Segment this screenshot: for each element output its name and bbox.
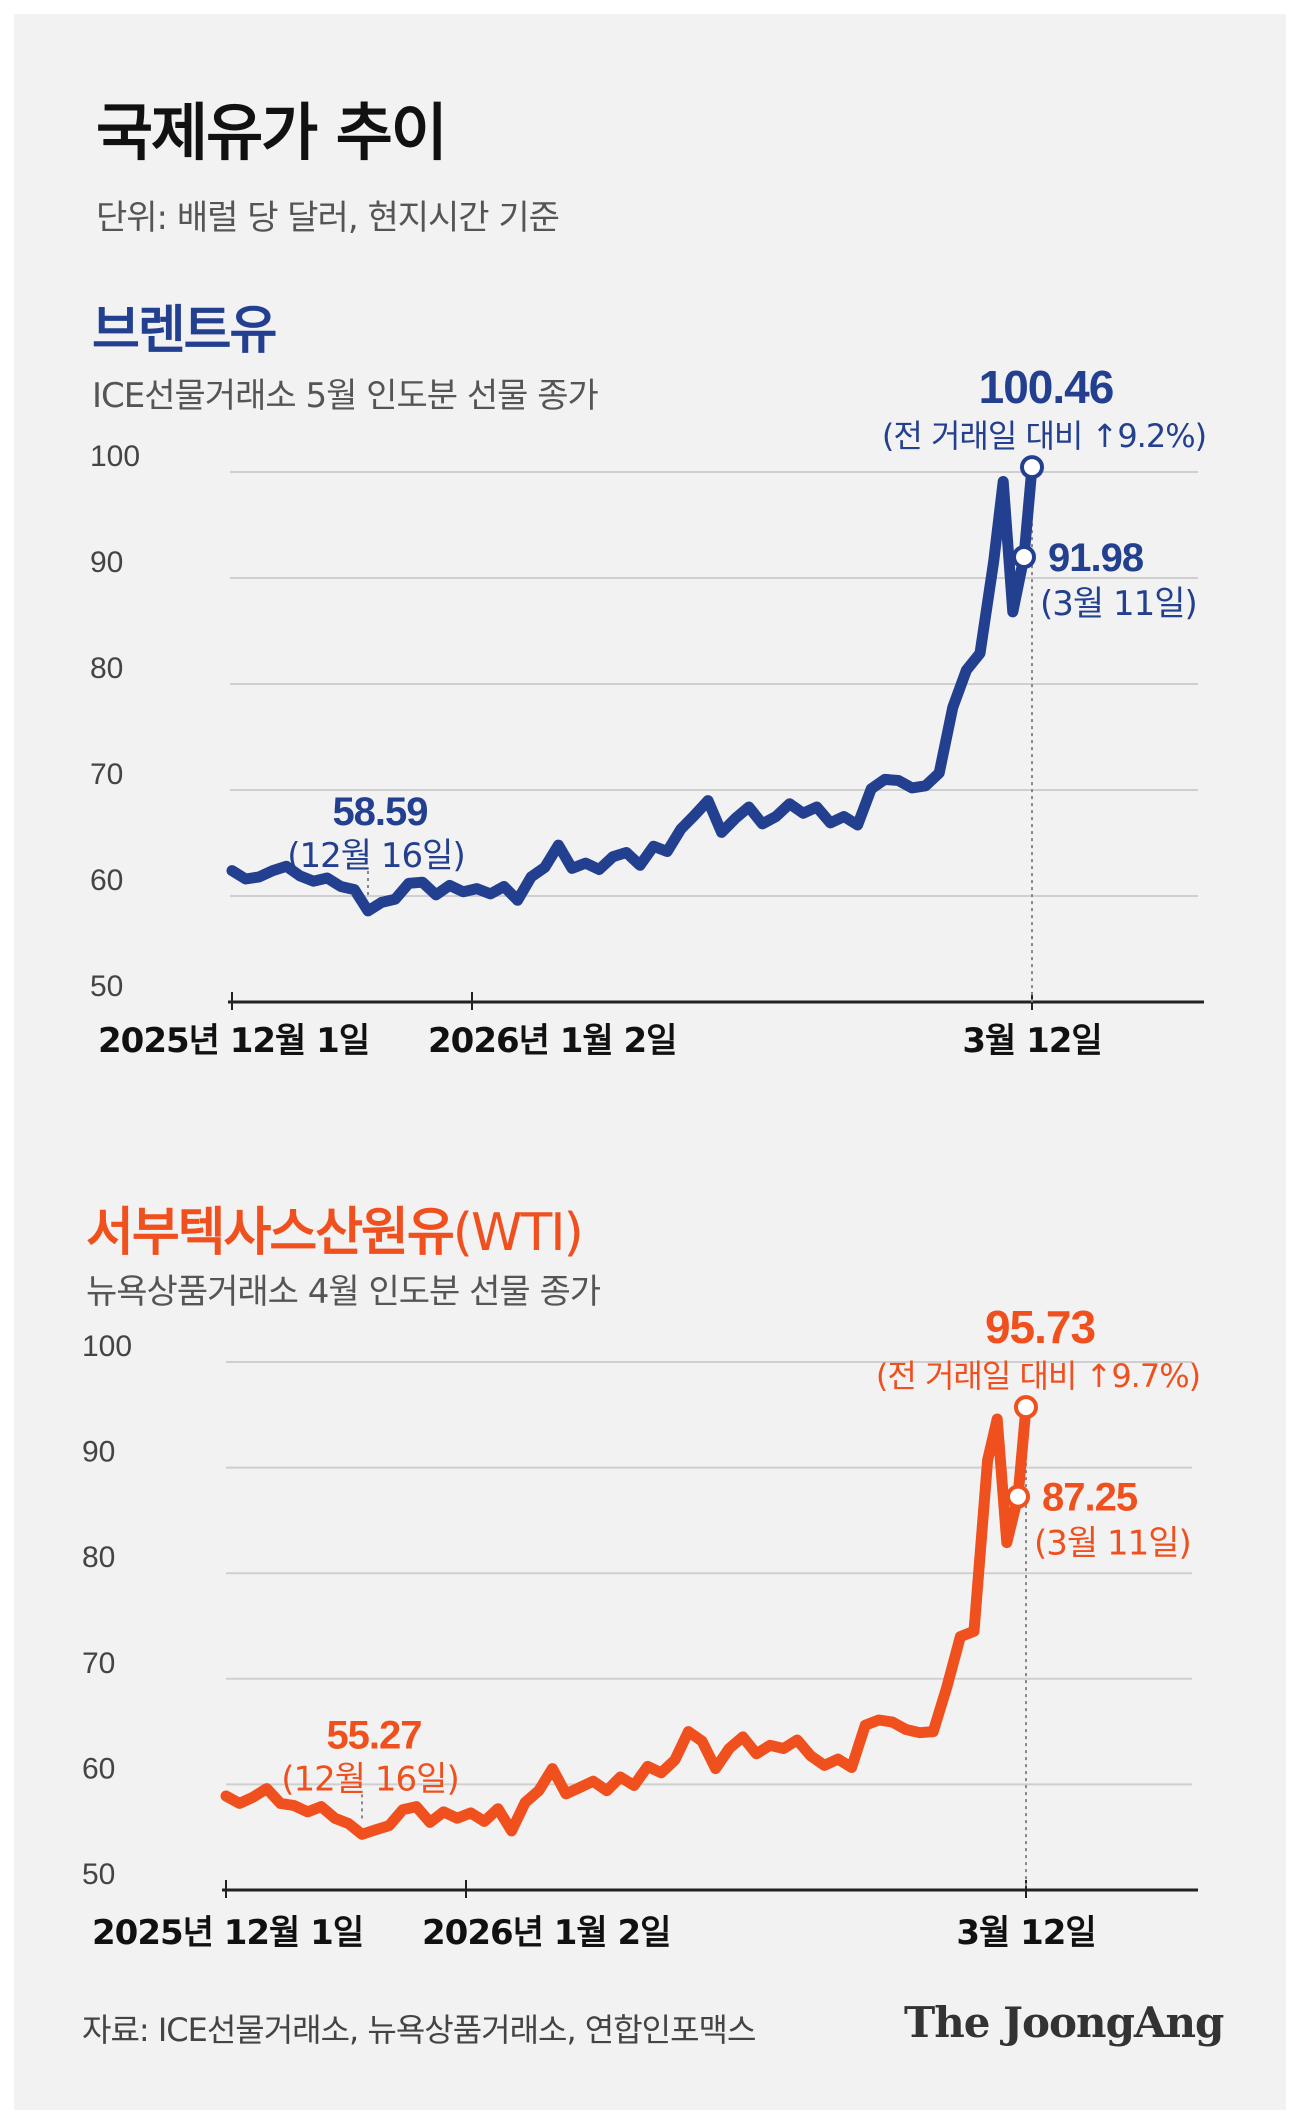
wti-xtick-label: 2025년 12월 1일 bbox=[92, 1913, 363, 1953]
brent-ytick-label: 100 bbox=[90, 440, 140, 473]
brent-ytick-label: 70 bbox=[90, 758, 123, 791]
wti-prev-date: (3월 11일) bbox=[1034, 1524, 1191, 1564]
brent-ytick-label: 90 bbox=[90, 546, 123, 579]
brent-last-value: 100.46 bbox=[979, 361, 1114, 413]
wti-last-marker bbox=[1016, 1397, 1036, 1417]
wti-prev-marker bbox=[1008, 1487, 1028, 1507]
publisher-logo: The JoongAng bbox=[904, 1998, 1223, 2047]
wti-low-date: (12월 16일) bbox=[281, 1759, 458, 1799]
source-note: 자료: ICE선물거래소, 뉴욕상품거래소, 연합인포맥스 bbox=[82, 2005, 755, 2051]
brent-low-date: (12월 16일) bbox=[287, 836, 464, 876]
brent-ytick-label: 60 bbox=[90, 864, 123, 897]
wti-xtick-label: 2026년 1월 2일 bbox=[422, 1913, 670, 1953]
wti-low-value: 55.27 bbox=[326, 1713, 421, 1757]
brent-prev-date: (3월 11일) bbox=[1040, 584, 1197, 624]
wti-ytick-label: 50 bbox=[82, 1858, 115, 1891]
wti-prev-value: 87.25 bbox=[1042, 1476, 1138, 1520]
wti-ytick-label: 60 bbox=[82, 1752, 115, 1785]
charts-svg: 100 90 80 70 60 50 2025년 12월 1일 2026년 1월 2일 3월 1… bbox=[0, 0, 1300, 2124]
wti-ytick-label: 100 bbox=[82, 1330, 132, 1363]
brent-low-value: 58.59 bbox=[332, 790, 427, 834]
brent-xtick-label: 2026년 1월 2일 bbox=[428, 1021, 676, 1061]
wti-ytick-label: 70 bbox=[82, 1647, 115, 1680]
wti-xtick-label: 3월 12일 bbox=[956, 1913, 1095, 1953]
brent-prev-marker bbox=[1014, 547, 1034, 567]
brent-last-marker bbox=[1022, 457, 1042, 477]
wti-ytick-label: 80 bbox=[82, 1541, 115, 1574]
brent-ytick-label: 50 bbox=[90, 970, 123, 1003]
wti-last-change: (전 거래일 대비 ↑9.7%) bbox=[876, 1357, 1200, 1395]
brent-xtick-label: 2025년 12월 1일 bbox=[98, 1021, 369, 1061]
brent-last-change: (전 거래일 대비 ↑9.2%) bbox=[882, 417, 1206, 455]
brent-xtick-label: 3월 12일 bbox=[962, 1021, 1101, 1061]
infographic-page: 국제유가 추이 단위: 배럴 당 달러, 현지시간 기준 브렌트유 ICE선물거… bbox=[0, 0, 1300, 2124]
wti-ytick-label: 90 bbox=[82, 1436, 115, 1469]
brent-prev-value: 91.98 bbox=[1048, 536, 1144, 580]
wti-last-value: 95.73 bbox=[985, 1301, 1095, 1353]
brent-ytick-label: 80 bbox=[90, 652, 123, 685]
